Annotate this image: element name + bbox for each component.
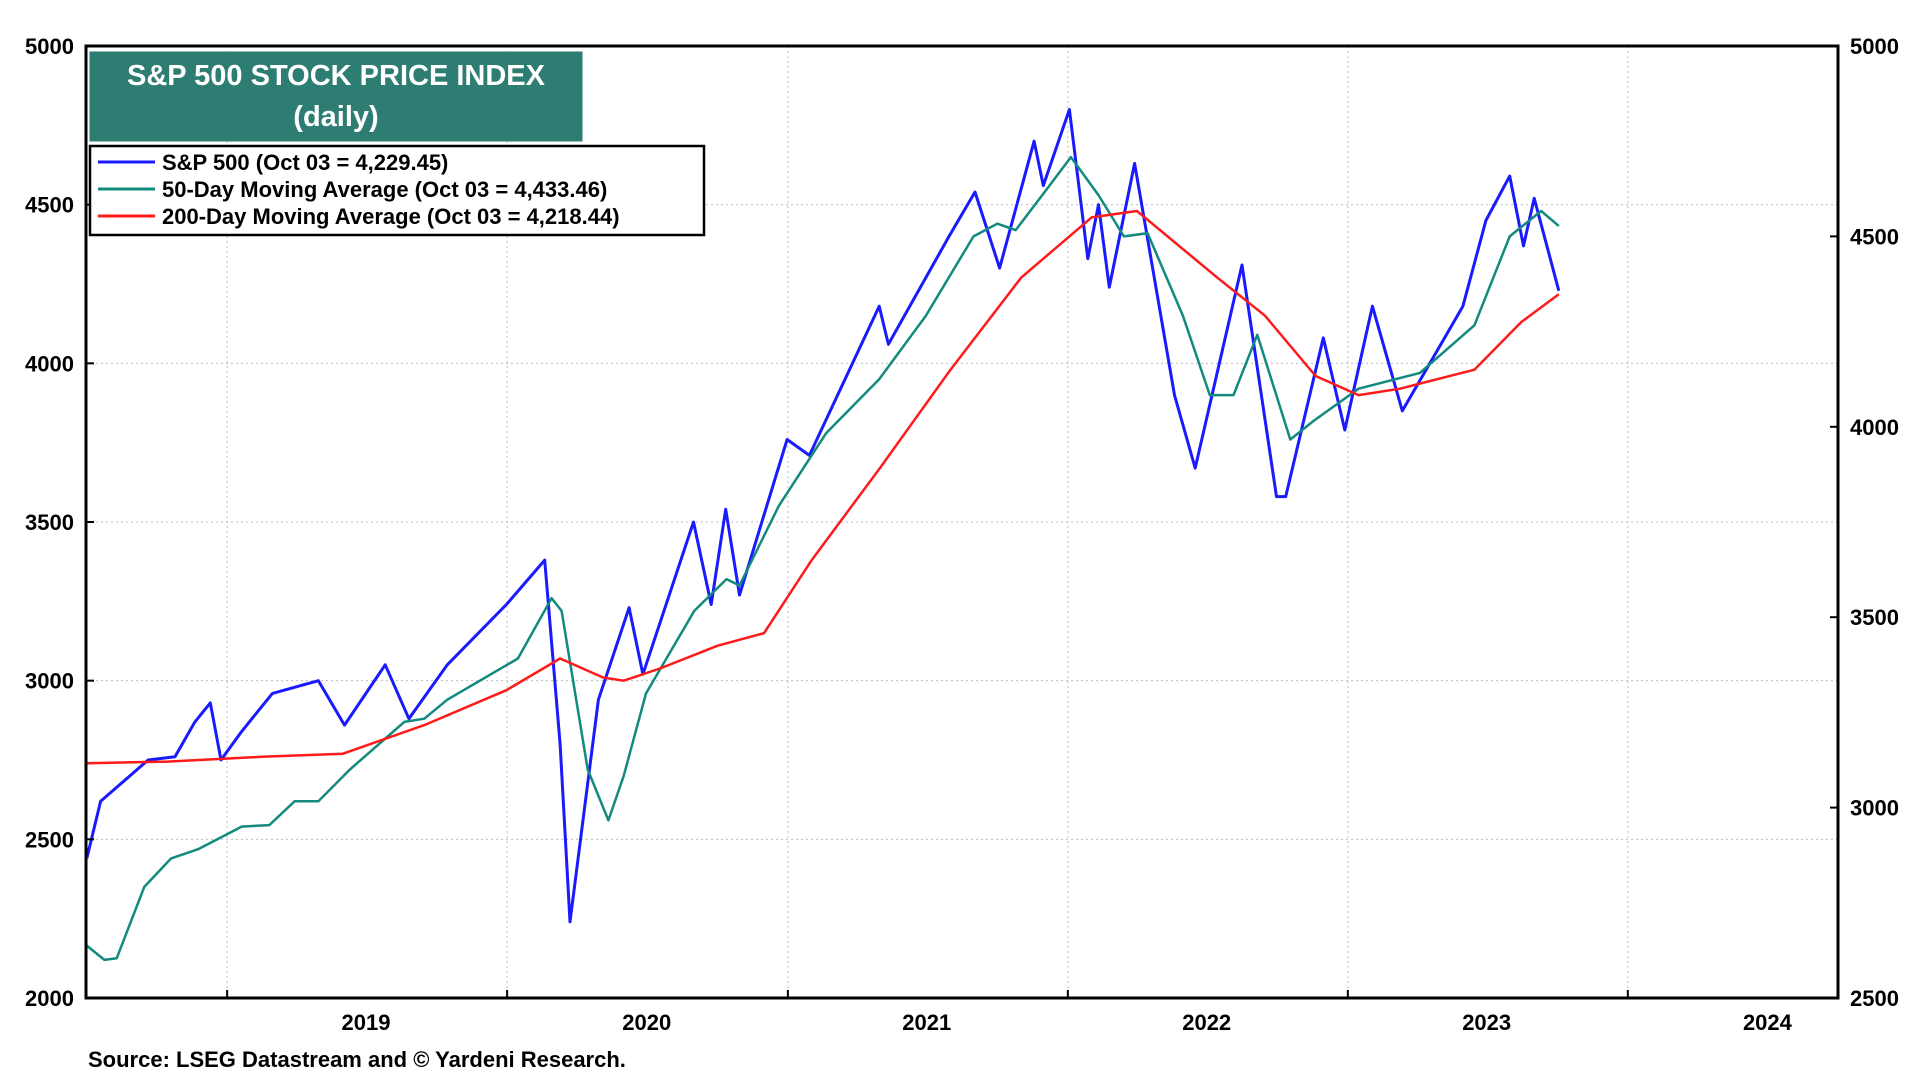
- right-tick-label-4000: 4000: [1850, 415, 1899, 440]
- left-tick-label-3000: 3000: [25, 669, 74, 694]
- right-tick-label-3000: 3000: [1850, 796, 1899, 821]
- chart-subtitle: (daily): [293, 101, 378, 133]
- x-tick-label-2020: 2020: [622, 1010, 671, 1035]
- left-tick-label-4000: 4000: [25, 351, 74, 376]
- right-tick-label-5000: 5000: [1850, 34, 1899, 59]
- y-axis-right: 2500 3000 3500 4000 4500 5000: [1830, 34, 1899, 1011]
- legend-label-sp500: S&P 500 (Oct 03 = 4,229.45): [162, 150, 448, 175]
- legend-label-50day-ma: 50-Day Moving Average (Oct 03 = 4,433.46…: [162, 177, 607, 202]
- left-tick-label-5000: 5000: [25, 34, 74, 59]
- x-tick-label-2023: 2023: [1462, 1010, 1511, 1035]
- right-tick-label-4500: 4500: [1850, 224, 1899, 249]
- x-axis: 2019 2020 2021 2022 2023 2024: [226, 990, 1793, 1035]
- sp500-line: [85, 108, 1561, 924]
- left-tick-label-3500: 3500: [25, 510, 74, 535]
- left-tick-label-4500: 4500: [25, 193, 74, 218]
- series-layer: [85, 108, 1561, 962]
- legend: S&P 500 (Oct 03 = 4,229.45) 50-Day Movin…: [88, 144, 706, 237]
- left-tick-label-2500: 2500: [25, 827, 74, 852]
- x-tick-label-2024: 2024: [1743, 1010, 1793, 1035]
- x-tick-label-2021: 2021: [902, 1010, 951, 1035]
- y-axis-left: 2000 2500 3000 3500 4000 4500 5000: [25, 34, 94, 1011]
- chart-title: S&P 500 STOCK PRICE INDEX: [127, 60, 546, 92]
- right-tick-label-3500: 3500: [1850, 605, 1899, 630]
- ma200-line: [86, 209, 1560, 765]
- right-tick-label-2500: 2500: [1850, 986, 1899, 1011]
- legend-label-200day-ma: 200-Day Moving Average (Oct 03 = 4,218.4…: [162, 204, 620, 229]
- x-tick-label-2019: 2019: [342, 1010, 391, 1035]
- ma50-line: [86, 155, 1560, 962]
- chart-title-box: S&P 500 STOCK PRICE INDEX (daily): [89, 51, 583, 142]
- source-note: Source: LSEG Datastream and © Yardeni Re…: [88, 1047, 626, 1072]
- x-tick-label-2022: 2022: [1182, 1010, 1231, 1035]
- left-tick-label-2000: 2000: [25, 986, 74, 1011]
